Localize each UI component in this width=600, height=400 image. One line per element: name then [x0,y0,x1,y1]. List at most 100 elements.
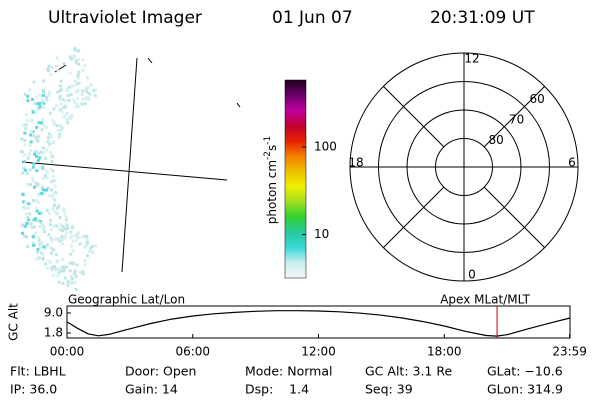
pixel [49,251,53,255]
pixel [50,239,54,242]
pixel [68,269,72,273]
pixel [37,211,41,215]
pixel [41,89,45,93]
pixel [59,79,63,83]
mlt-label: 12 [464,52,479,66]
status-field: GLat: −10.6 [487,364,563,379]
pixel [71,262,75,266]
pixel [31,235,35,239]
status-field: GLon: 314.9 [487,382,563,397]
pixel [48,111,52,115]
pixel [31,108,35,112]
pixel [31,241,35,245]
pixel [25,172,29,175]
pixel [36,201,40,204]
pixel [86,76,89,80]
grid-line [236,102,241,108]
pixel [87,91,91,95]
pixel [59,129,63,133]
pixel [44,125,48,129]
pixel [62,269,66,273]
grid-line [483,86,545,148]
grid-line [383,86,445,148]
pixel [73,48,77,52]
pixel [58,108,62,112]
pixel [63,227,67,231]
pixel [33,102,37,105]
x-tick-label: 06:00 [175,345,210,359]
pixel [48,151,52,155]
pixel [49,135,53,138]
pixel [64,215,68,219]
pixel [70,113,74,117]
pixel [89,83,93,87]
pixel [48,194,52,198]
pixel [71,224,75,228]
pixel [28,212,32,216]
pixel [37,121,41,125]
grid-line [383,186,445,248]
status-field: Door: Open [125,364,196,379]
pixel [84,244,88,247]
exponent: -1 [263,136,273,145]
mlt-label: 18 [348,156,363,170]
pixel [47,259,51,263]
pixel [47,233,51,237]
pixel [30,226,34,229]
pixel [45,176,49,180]
pixel [73,100,77,104]
pixel [52,120,56,124]
pixel [31,110,35,114]
pixel [53,184,57,188]
pixel [66,227,70,231]
pixel [59,266,63,270]
pixel [33,152,37,156]
status-field: GC Alt: 3.1 Re [365,364,452,379]
pixel [35,125,39,129]
pixel [61,98,65,102]
pixel [73,234,77,238]
pixel [71,249,75,253]
pixel [62,266,66,270]
pixel [74,60,78,64]
pixel [89,246,93,250]
pixel [35,257,39,261]
pixel [25,222,29,225]
pixel [38,105,42,109]
pixel [62,106,66,109]
pixel [39,166,43,170]
pixel [50,266,54,270]
pixel [72,98,76,102]
pixel [38,107,42,111]
pixel [27,202,31,206]
pixel [57,134,61,138]
pixel [23,143,27,147]
pixel [44,174,47,178]
pixel [36,219,40,223]
pixel [40,121,44,125]
pixel [39,219,43,223]
pixel [41,188,45,192]
pixel [69,274,73,278]
pixel [76,58,80,62]
mlt-label: 6 [568,156,576,170]
pixel [53,203,56,207]
pixel [51,169,55,173]
pixel [61,258,65,261]
pixel [56,212,60,216]
pixel [77,62,81,66]
pixel [83,263,87,267]
pixel [86,238,90,242]
pixel [55,237,59,241]
pixel [45,171,49,175]
pixel [44,157,47,161]
pixel [27,218,31,222]
pixel [65,231,69,235]
pixel [24,123,28,127]
pixel [76,105,80,109]
pixel [53,248,57,252]
pixel [78,242,82,246]
pixel [28,88,32,92]
pixel [51,207,55,211]
